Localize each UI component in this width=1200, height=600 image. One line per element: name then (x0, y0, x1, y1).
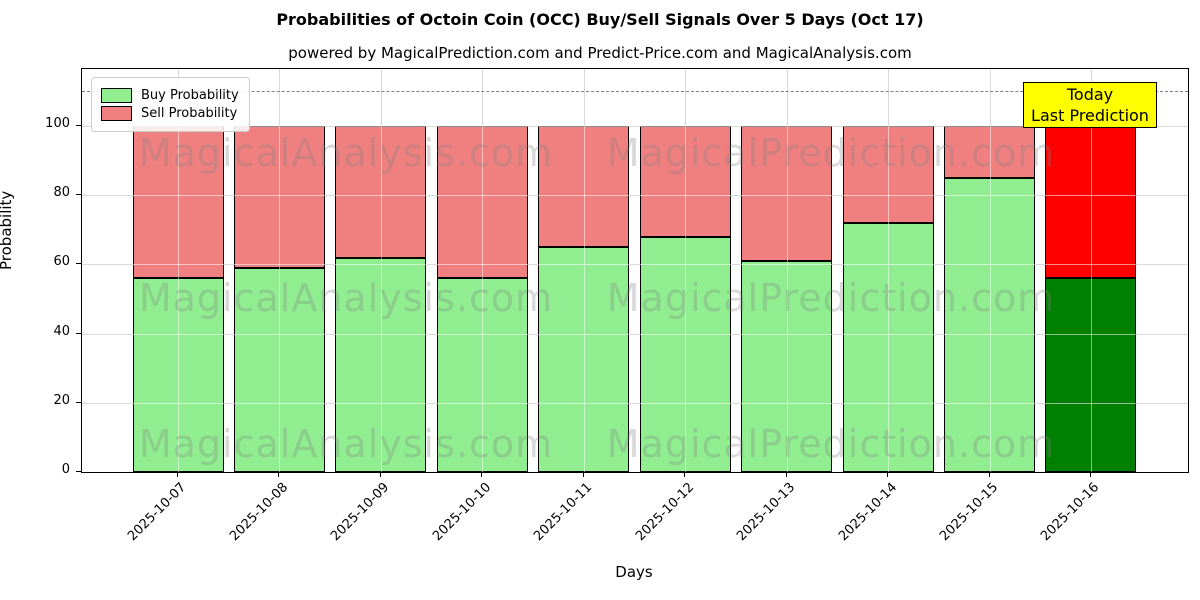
h-gridline-overlay (82, 333, 1188, 335)
x-tick-label: 2025-10-10 (429, 480, 494, 545)
x-tick (278, 472, 280, 477)
h-gridline-overlay (82, 264, 1188, 266)
legend-label-sell: Sell Probability (141, 106, 238, 121)
x-axis-label: Days (615, 563, 653, 581)
watermark-text: MagicalPrediction.com (606, 131, 1056, 175)
watermark-text: MagicalPrediction.com (606, 422, 1056, 466)
x-tick (684, 472, 686, 477)
y-tick (76, 401, 81, 403)
x-tick-label: 2025-10-12 (632, 480, 697, 545)
legend-label-buy: Buy Probability (141, 88, 239, 103)
y-tick (76, 194, 81, 196)
annotation-line-1: Today (1066, 85, 1114, 104)
legend-entry-sell: Sell Probability (101, 106, 239, 121)
x-tick-label: 2025-10-11 (531, 480, 596, 545)
watermark-text: MagicalAnalysis.com (138, 276, 554, 320)
y-tick-label: 80 (53, 185, 70, 201)
y-axis-label: Probability (0, 190, 15, 270)
v-gridline-overlay (1090, 69, 1092, 472)
watermark-text: MagicalAnalysis.com (138, 131, 554, 175)
legend-entry-buy: Buy Probability (101, 88, 239, 103)
x-tick-label: 2025-10-14 (835, 480, 900, 545)
v-gridline-overlay (482, 69, 484, 472)
y-tick (76, 125, 81, 127)
watermark-layer: MagicalAnalysis.com MagicalPrediction.com… (82, 69, 1188, 472)
h-gridline-overlay (82, 195, 1188, 197)
y-tick (76, 263, 81, 265)
upper-dashed-line (82, 91, 1188, 93)
y-tick (76, 332, 81, 334)
v-gridline-overlay (380, 69, 382, 472)
x-tick (785, 472, 787, 477)
h-gridline-overlay (82, 402, 1188, 404)
x-tick-label: 2025-10-15 (937, 480, 1002, 545)
h-gridline-overlay (82, 126, 1188, 128)
x-tick (582, 472, 584, 477)
x-tick-label: 2025-10-16 (1038, 480, 1103, 545)
x-tick (481, 472, 483, 477)
legend: Buy Probability Sell Probability (91, 77, 250, 132)
chart-subtitle: powered by MagicalPrediction.com and Pre… (288, 44, 912, 62)
y-tick-label: 20 (53, 392, 70, 408)
x-tick (177, 472, 178, 477)
today-annotation-box: Today Last Prediction (1023, 82, 1157, 128)
y-tick (76, 471, 81, 472)
v-gridline-overlay (178, 69, 179, 472)
watermark-text: MagicalPrediction.com (606, 276, 1056, 320)
x-tick (379, 472, 381, 477)
x-tick-label: 2025-10-08 (227, 480, 292, 545)
annotation-line-2: Last Prediction (1031, 106, 1149, 125)
watermark-text: MagicalAnalysis.com (138, 422, 554, 466)
x-tick-label: 2025-10-13 (734, 480, 799, 545)
v-gridline-overlay (583, 69, 585, 472)
chart-title: Probabilities of Octoin Coin (OCC) Buy/S… (276, 10, 924, 29)
v-gridline-overlay (279, 69, 281, 472)
y-tick-label: 0 (61, 462, 70, 477)
plot-area: MagicalAnalysis.com MagicalPrediction.com… (81, 68, 1189, 473)
x-tick (887, 472, 889, 477)
x-tick-label: 2025-10-07 (125, 480, 190, 545)
x-tick-label: 2025-10-09 (328, 480, 393, 545)
y-tick-label: 100 (45, 116, 70, 132)
sell-swatch (101, 106, 132, 121)
y-tick-label: 40 (53, 323, 70, 339)
gridlines-over-bars (82, 69, 1188, 472)
v-gridline-overlay (685, 69, 687, 472)
buy-swatch (101, 88, 132, 103)
x-tick (988, 472, 990, 477)
y-tick-label: 60 (53, 254, 70, 270)
v-gridline-overlay (786, 69, 788, 472)
v-gridline-overlay (888, 69, 890, 472)
x-tick (1089, 472, 1091, 477)
v-gridline-overlay (989, 69, 991, 472)
